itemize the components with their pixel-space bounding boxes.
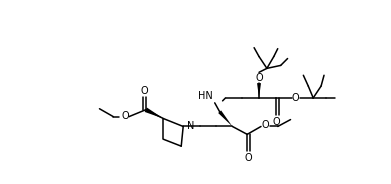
Text: HN: HN (198, 91, 213, 101)
Text: O: O (121, 111, 129, 121)
Text: O: O (261, 121, 269, 130)
Text: O: O (273, 116, 281, 127)
Text: O: O (255, 73, 263, 83)
Text: N: N (187, 121, 194, 132)
Polygon shape (257, 83, 261, 98)
Polygon shape (218, 110, 232, 126)
Text: O: O (141, 86, 149, 96)
Text: O: O (292, 93, 299, 103)
Polygon shape (145, 107, 163, 119)
Text: O: O (244, 153, 252, 163)
